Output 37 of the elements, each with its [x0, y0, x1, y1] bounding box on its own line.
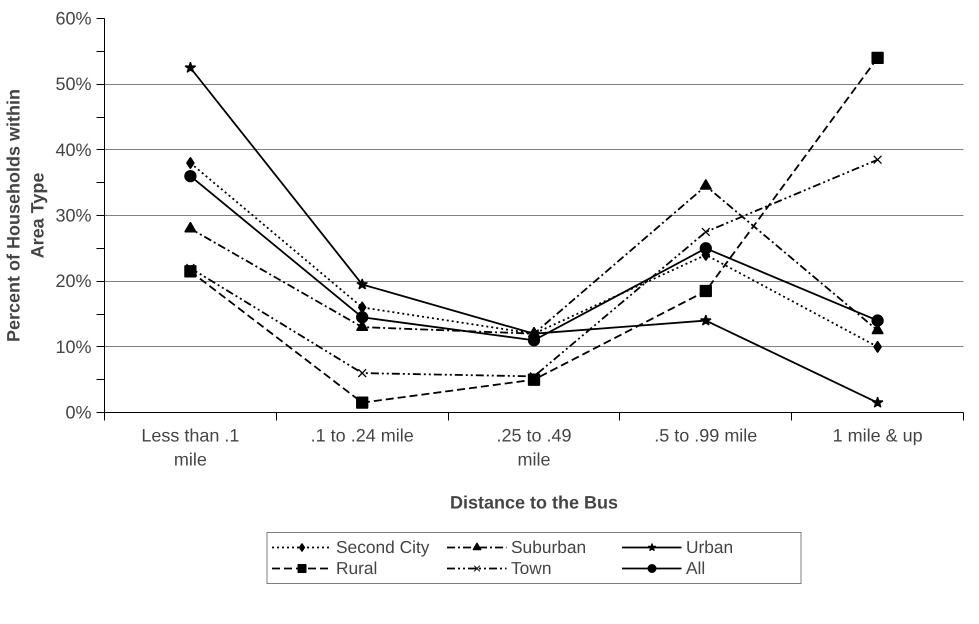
y-axis-title: Percent of Households within Area Type — [3, 88, 48, 342]
legend-label: All — [686, 558, 706, 578]
point — [701, 227, 710, 236]
point — [700, 242, 712, 254]
point — [873, 155, 882, 164]
legend-label: Rural — [336, 558, 378, 578]
legend-label: Town — [511, 558, 552, 578]
point — [356, 311, 368, 324]
x-tick-label: .5 to .99 mile — [654, 426, 758, 446]
y-tick-label: 40% — [55, 140, 92, 160]
y-tick-label: 30% — [55, 206, 92, 226]
point — [356, 278, 368, 290]
point — [184, 222, 197, 232]
x-tick-label: 1 mile & up — [832, 426, 923, 446]
point — [871, 52, 884, 64]
point — [873, 340, 882, 353]
y-tick-label: 20% — [55, 271, 92, 292]
point — [871, 314, 884, 327]
y-tick-label: 50% — [55, 74, 92, 94]
x-tick-label: .25 to .49 mile — [496, 426, 572, 470]
point — [356, 396, 368, 409]
legend-label: Urban — [686, 536, 734, 558]
y-tick-label: 0% — [65, 402, 92, 422]
y-tick-label: 10% — [55, 336, 92, 357]
y-tick-label: 60% — [55, 8, 92, 28]
legend-label: Second City — [336, 536, 430, 558]
point — [358, 368, 367, 378]
point — [700, 314, 712, 326]
x-tick-label: .1 to .24 mile — [310, 426, 414, 446]
legend-label: Suburban — [511, 536, 588, 558]
point — [700, 178, 712, 190]
point — [184, 62, 196, 73]
point — [872, 396, 884, 408]
x-tick-label: Less than .1 mile — [141, 426, 240, 470]
point — [184, 170, 197, 182]
x-axis-title: Distance to the Bus — [450, 492, 618, 512]
point — [700, 284, 712, 298]
